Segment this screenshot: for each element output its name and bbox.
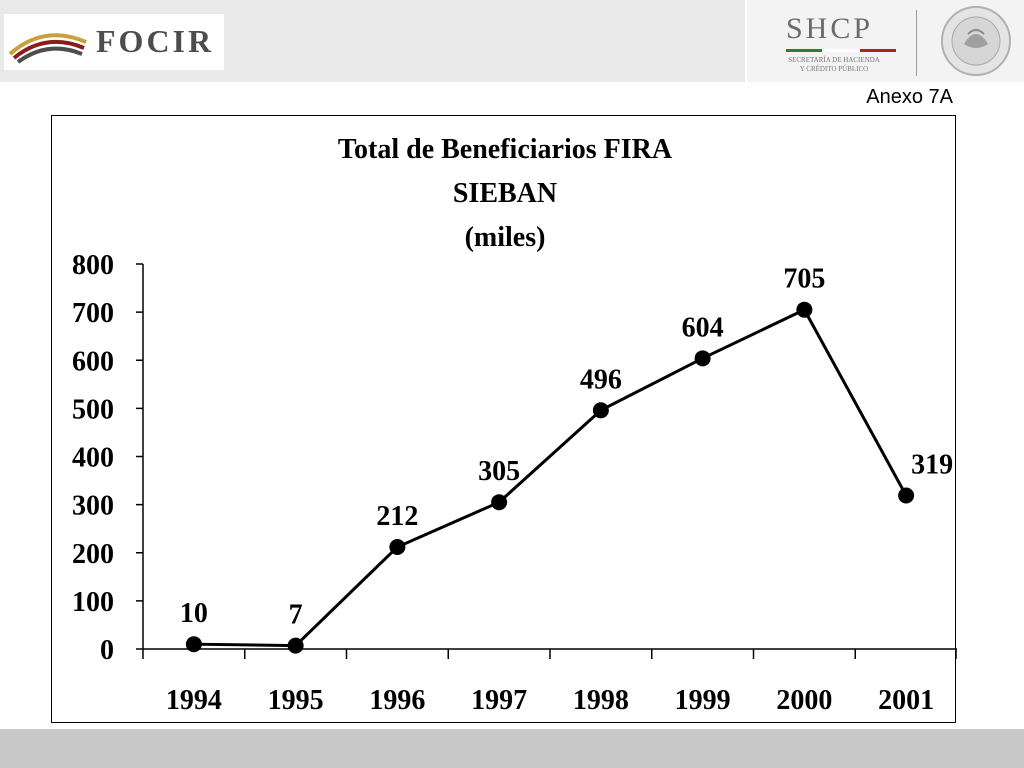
x-tick-label-1995: 1995 xyxy=(268,685,324,716)
chart-frame: Total de Beneficiarios FIRA SIEBAN (miles)… xyxy=(51,115,957,723)
data-point-1997 xyxy=(491,494,508,511)
y-tick-label-700: 700 xyxy=(72,298,114,329)
shcp-logo-text: SHCP xyxy=(786,12,874,45)
chart-title-line-2: SIEBAN xyxy=(453,178,557,209)
data-point-1999 xyxy=(694,350,711,367)
chart-title-line-3: (miles) xyxy=(465,222,546,253)
data-point-1995 xyxy=(287,637,304,654)
data-label-1994: 10 xyxy=(180,598,208,629)
coat-of-arms-seal-icon xyxy=(941,6,1011,76)
y-tick-label-400: 400 xyxy=(72,443,114,474)
footer-bar xyxy=(0,729,1024,768)
series-line xyxy=(193,307,908,648)
x-tick-label-1994: 1994 xyxy=(166,685,222,716)
y-tick-label-800: 800 xyxy=(72,250,114,281)
y-tick-label-100: 100 xyxy=(72,587,114,618)
data-label-1999: 604 xyxy=(682,312,724,343)
data-label-1998: 496 xyxy=(580,364,622,395)
focir-emblem-icon xyxy=(8,33,87,64)
data-point-1998 xyxy=(592,402,609,419)
data-point-2000 xyxy=(796,301,813,318)
shcp-flag-stripe-icon xyxy=(786,49,896,52)
beneficiaries-line-chart: Total de Beneficiarios FIRA SIEBAN (miles)… xyxy=(72,134,957,716)
x-tick-label-2000: 2000 xyxy=(776,685,832,716)
annex-label: Anexo 7A xyxy=(866,86,953,108)
y-tick-label-500: 500 xyxy=(72,394,114,425)
shcp-subtitle: SECRETARÍA DE HACIENDA Y CRÉDITO PÚBLICO xyxy=(764,56,904,74)
data-point-1996 xyxy=(389,538,406,555)
header-divider xyxy=(916,10,917,76)
x-tick-label-1997: 1997 xyxy=(471,685,527,716)
data-label-2001: 319 xyxy=(911,449,953,480)
chart-title-line-1: Total de Beneficiarios FIRA xyxy=(338,134,673,165)
y-tick-label-0: 0 xyxy=(100,635,114,666)
x-tick-label-1996: 1996 xyxy=(369,685,425,716)
y-tick-label-600: 600 xyxy=(72,346,114,377)
focir-logo-text: FOCIR xyxy=(96,23,215,59)
y-tick-label-200: 200 xyxy=(72,539,114,570)
y-tick-label-300: 300 xyxy=(72,491,114,522)
data-label-1996: 212 xyxy=(376,501,418,532)
data-point-1994 xyxy=(185,636,202,653)
focir-logo xyxy=(4,14,224,70)
data-point-2001 xyxy=(898,487,915,504)
x-tick-label-1998: 1998 xyxy=(573,685,629,716)
data-label-1995: 7 xyxy=(289,600,303,631)
data-label-1997: 305 xyxy=(478,456,520,487)
shcp-subtitle-line-2: Y CRÉDITO PÚBLICO xyxy=(799,65,869,73)
shcp-subtitle-line-1: SECRETARÍA DE HACIENDA xyxy=(788,56,880,64)
header-left-panel: FOCIR xyxy=(0,0,745,82)
x-tick-label-2001: 2001 xyxy=(878,685,934,716)
data-label-2000: 705 xyxy=(783,264,825,295)
x-tick-label-1999: 1999 xyxy=(675,685,731,716)
